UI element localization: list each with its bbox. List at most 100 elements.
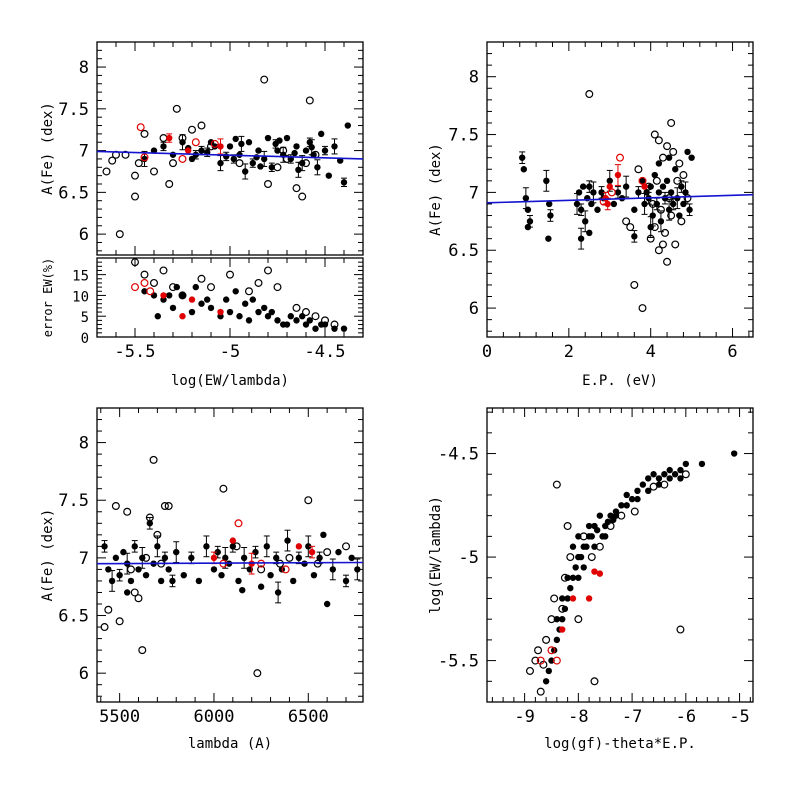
- data-point-black-filled: [586, 229, 593, 237]
- data-point-black-filled: [671, 471, 679, 478]
- y-tick-label: 7: [79, 549, 89, 569]
- data-point-red-open: [281, 565, 290, 574]
- data-point-black-filled: [293, 317, 300, 324]
- data-point-black-filled: [302, 321, 310, 328]
- data-point-black-open: [131, 192, 140, 201]
- data-point-red-open: [210, 139, 219, 148]
- data-point-black-filled: [651, 171, 658, 179]
- data-point-black-filled: [123, 589, 131, 596]
- data-point-red-open: [131, 283, 140, 292]
- data-point-red-open: [140, 153, 149, 162]
- data-point-black-filled: [157, 577, 165, 585]
- data-point-black-open: [264, 180, 273, 189]
- data-point-black-open: [342, 542, 351, 551]
- data-point-black-filled: [340, 325, 348, 332]
- data-point-black-open: [587, 553, 596, 562]
- data-point-red-filled: [217, 308, 224, 316]
- data-point-black-open: [536, 687, 545, 696]
- data-point-black-filled: [559, 595, 566, 602]
- data-point-black-filled: [273, 554, 280, 562]
- data-point-black-filled: [242, 168, 249, 175]
- data-point-black-filled: [283, 134, 291, 142]
- data-point-black-filled: [655, 160, 663, 167]
- panel-p1b: -5.5 -5 -4.5 0 5 10 15 log(EW/lambda) error EW(%…: [41, 257, 364, 389]
- data-point-red-open: [607, 188, 616, 197]
- data-point-black-filled: [264, 313, 272, 320]
- data-point-black-filled: [645, 487, 652, 495]
- data-point-black-filled: [232, 135, 239, 143]
- data-point-black-filled: [677, 466, 684, 474]
- data-point-red-open: [136, 123, 145, 132]
- x-tick-label: 6500: [288, 707, 329, 727]
- data-point-black-open: [574, 615, 583, 624]
- y-tick-label: 8: [79, 58, 89, 78]
- data-point-black-open: [663, 142, 672, 151]
- data-point-black-filled: [618, 502, 625, 509]
- data-point-black-open: [534, 646, 543, 655]
- data-point-black-filled: [188, 155, 196, 163]
- plot-frame: [96, 407, 364, 703]
- data-point-black-filled: [287, 313, 294, 320]
- data-point-black-open: [585, 90, 594, 99]
- data-point-black-open: [654, 246, 663, 255]
- data-point-black-open: [658, 153, 667, 162]
- data-point-black-filled: [165, 566, 172, 573]
- data-point-black-filled: [276, 137, 283, 144]
- data-point-black-filled: [229, 543, 237, 550]
- panel-p2: 0 2 4 6 6 6.5 7 7.5 8 E.P. (eV) A(Fe) (dex): [428, 41, 754, 389]
- data-point-black-filled: [226, 308, 234, 316]
- data-point-black-filled: [647, 223, 654, 231]
- data-point-black-filled: [547, 212, 554, 219]
- data-point-black-filled: [236, 313, 243, 320]
- data-point-black-filled: [335, 548, 342, 556]
- data-point-black-filled: [559, 615, 566, 623]
- data-point-black-open: [260, 75, 269, 84]
- data-point-black-filled: [614, 189, 622, 196]
- data-point-black-filled: [653, 200, 661, 208]
- y-tick-label: 6: [79, 664, 89, 684]
- data-point-black-filled: [239, 586, 246, 594]
- data-point-black-filled: [665, 206, 673, 213]
- data-point-black-filled: [268, 164, 275, 171]
- data-point-black-filled: [150, 292, 158, 299]
- data-point-red-open: [547, 646, 556, 655]
- data-point-black-filled: [639, 481, 647, 488]
- data-point-black-filled: [302, 147, 310, 154]
- data-point-black-filled: [314, 164, 321, 171]
- data-point-black-open: [590, 677, 599, 686]
- data-point-black-filled: [655, 189, 663, 196]
- data-point-black-open: [304, 496, 313, 505]
- data-point-black-open: [626, 223, 635, 232]
- data-point-black-filled: [169, 304, 177, 312]
- data-point-black-filled: [179, 292, 186, 299]
- data-point-black-filled: [321, 147, 329, 154]
- data-point-black-open: [550, 594, 559, 603]
- data-point-black-filled: [226, 143, 234, 150]
- data-point-black-filled: [139, 554, 146, 562]
- data-point-black-open: [111, 502, 120, 511]
- y-tick-label: 0: [81, 331, 89, 347]
- plot-area: [97, 455, 363, 678]
- data-point-black-open: [169, 159, 178, 168]
- data-point-black-filled: [666, 475, 673, 482]
- data-point-black-filled: [180, 571, 187, 579]
- data-point-black-open: [566, 553, 575, 562]
- data-point-black-filled: [684, 148, 691, 156]
- data-point-red-filled: [166, 134, 173, 142]
- data-point-black-filled: [207, 304, 215, 312]
- data-point-black-open: [159, 134, 168, 143]
- data-point-black-filled: [318, 321, 325, 328]
- data-point-black-filled: [564, 595, 571, 602]
- data-point-black-filled: [682, 189, 689, 196]
- panel-p1: 6 6.5 7 7.5 8 A(Fe) (dex): [40, 41, 364, 256]
- x-tick-label: 6000: [193, 707, 234, 727]
- data-point-black-filled: [169, 151, 177, 158]
- data-point-black-filled: [659, 183, 667, 190]
- data-point-black-filled: [263, 543, 270, 550]
- data-point-black-filled: [217, 159, 224, 167]
- data-point-black-filled: [116, 571, 123, 579]
- data-point-black-open: [630, 507, 639, 516]
- data-point-black-open: [131, 258, 140, 267]
- data-point-black-filled: [602, 533, 609, 540]
